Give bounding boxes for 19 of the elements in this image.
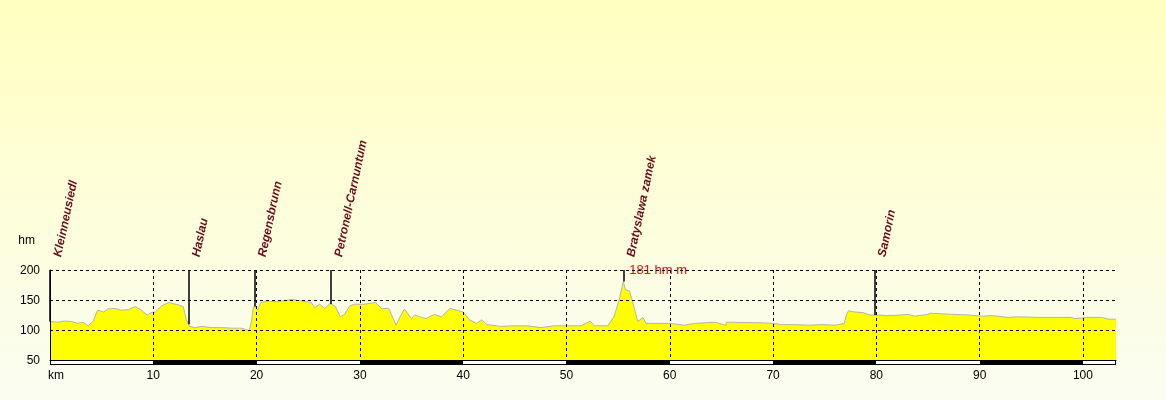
y-tick-label: 100 [19,323,41,337]
y-tick-label: 200 [19,263,41,277]
x-tick-label: 90 [972,368,987,382]
ref-line-label: Haslau [188,216,211,259]
y-axis-title: hm [18,233,35,247]
x-tick-label: 70 [766,368,781,382]
y-tick-label: 150 [19,293,41,307]
x-tick-label: 40 [456,368,471,382]
x-tick-label: 30 [353,368,367,382]
x-tick-label: 60 [663,368,677,382]
x-tick-label: 50 [559,368,574,382]
x-tick-label: 10 [146,368,161,382]
ref-line-label: Samorin [874,208,899,259]
x-tick-label: 80 [869,368,884,382]
x-tick-label: 20 [249,368,264,382]
y-tick-label: 50 [26,353,41,367]
annotation: 181 hm m [629,262,688,278]
x-axis-title: km [48,368,64,382]
x-tick-label: 100 [1072,368,1094,382]
